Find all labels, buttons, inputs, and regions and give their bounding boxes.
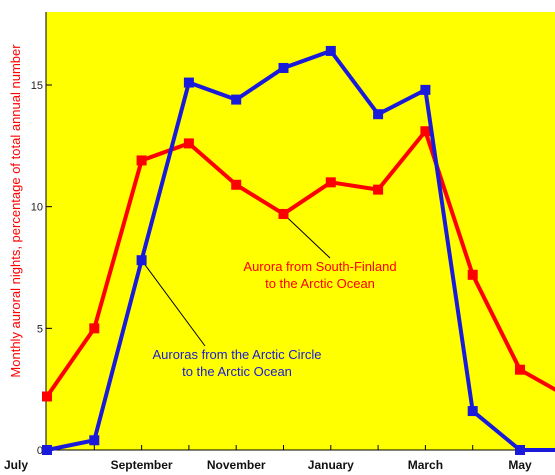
series-point (278, 208, 289, 219)
series-point (278, 62, 289, 73)
annotation-leader-line (141, 259, 206, 347)
series-point (183, 138, 194, 149)
series-point (183, 77, 194, 88)
series-point (231, 94, 242, 105)
y-tick-label: 0 (37, 445, 43, 457)
x-tick-label: July (4, 458, 28, 472)
annotation-layer: Aurora from South-Finland to the Arctic O… (141, 213, 397, 379)
series-point (420, 126, 431, 137)
x-tick-label: March (408, 458, 443, 472)
y-tick-label: 10 (31, 202, 43, 214)
series-point (89, 323, 100, 334)
y-axis-label: Monthly auroral nights, percentage of to… (8, 44, 23, 378)
plot-background (46, 12, 555, 450)
series-point (420, 84, 431, 95)
series-point (325, 177, 336, 188)
series-point (467, 269, 478, 280)
series-point (136, 255, 147, 266)
series-point (42, 391, 52, 402)
annotation-text: to the Arctic Ocean (182, 364, 292, 379)
y-tick-label: 15 (31, 80, 43, 92)
series-line (45, 129, 555, 398)
series-point (515, 445, 525, 455)
x-tick-label: September (111, 458, 173, 472)
annotation-text: Aurora from South-Finland (243, 259, 396, 274)
series-point (42, 445, 52, 455)
annotation-text: Auroras from the Arctic Circle (152, 347, 321, 362)
series-layer (42, 45, 555, 455)
series-line (46, 48, 555, 452)
x-tick-label: January (308, 458, 354, 472)
series-point (515, 364, 525, 375)
series-point (373, 109, 384, 120)
series-point (231, 179, 242, 190)
annotation-text: to the Arctic Ocean (265, 276, 375, 291)
series-point (136, 155, 147, 166)
series-point (373, 184, 384, 195)
x-tick-label: May (508, 458, 532, 472)
x-tick-label: November (207, 458, 266, 472)
series-point (89, 435, 100, 446)
y-tick-label: 5 (37, 323, 43, 335)
axis-layer: 0 5 10 15 July September November January March M… (4, 12, 555, 472)
series-point (467, 406, 478, 417)
series-point (325, 45, 336, 56)
annotation-leader-line (283, 213, 331, 259)
